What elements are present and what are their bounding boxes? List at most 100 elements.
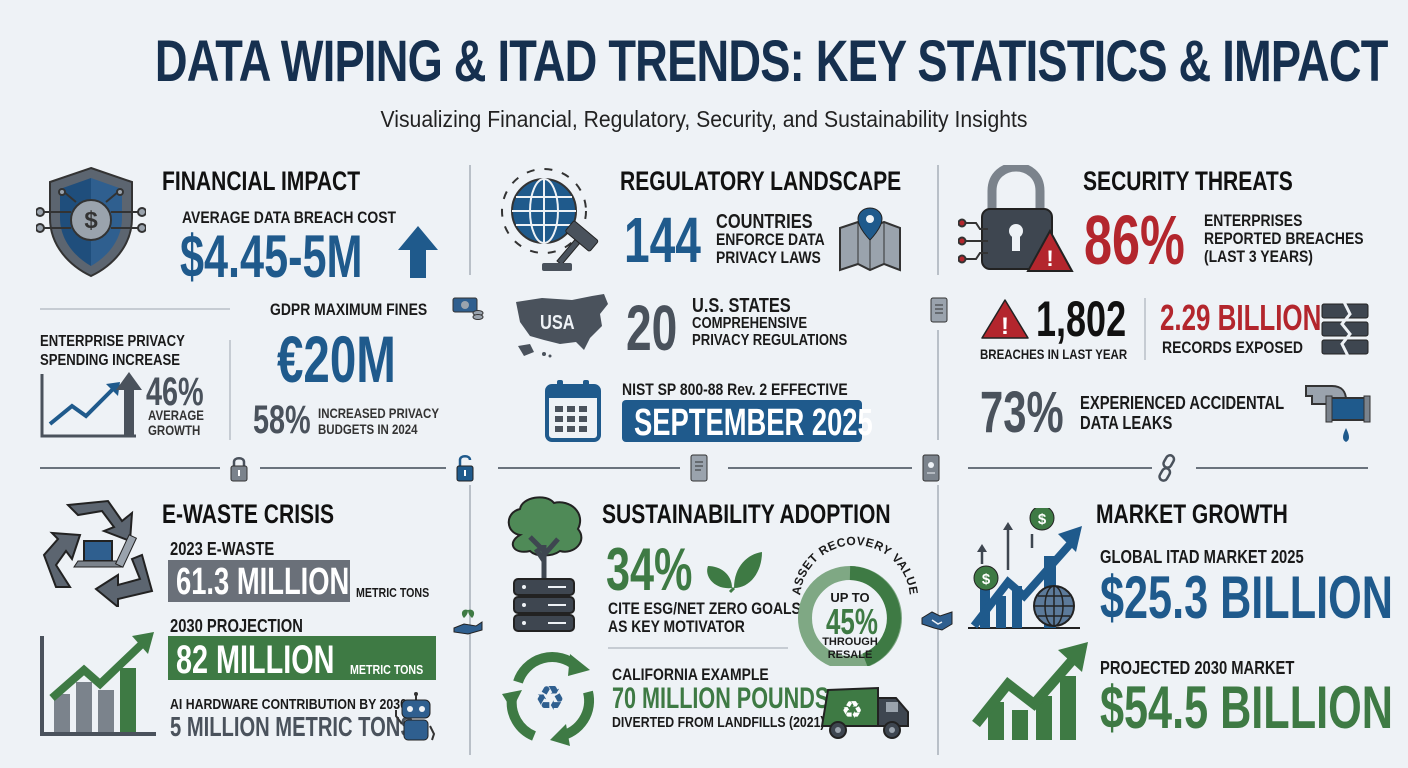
divider-line: [498, 467, 680, 469]
svg-text:$: $: [982, 571, 991, 588]
ca-sub: DIVERTED FROM LANDFILLS (2021): [612, 714, 825, 731]
divider-line: [728, 467, 912, 469]
recycling-truck-icon: ♻: [820, 684, 912, 740]
market-2025-label: GLOBAL ITAD MARKET 2025: [1100, 547, 1304, 567]
recycle-arrows-icon: ♻: [498, 648, 602, 748]
security-heading: SECURITY THREATS: [1083, 166, 1293, 196]
nist-date: SEPTEMBER 2025: [634, 402, 873, 444]
padlock-warning-icon: !: [958, 165, 1074, 275]
recovery-prefix: UP TO: [830, 590, 870, 605]
gdpr-value: €20M: [277, 322, 396, 396]
recovery-suffix: THROUGH RESALE: [822, 636, 878, 661]
enterprises-label: ENTERPRISES REPORTED BREACHES (LAST 3 YE…: [1204, 211, 1364, 266]
scroll-icon: [928, 296, 950, 324]
page-title: DATA WIPING & ITAD TRENDS: KEY STATISTIC…: [154, 29, 1388, 94]
svg-text:♻: ♻: [841, 696, 863, 724]
nist-date-badge: [622, 400, 862, 442]
gdpr-label: GDPR MAXIMUM FINES: [270, 300, 428, 319]
cash-coins-icon: [452, 295, 484, 321]
divider: [1144, 298, 1146, 360]
padlock-closed-icon: [226, 452, 252, 484]
usa-map-icon: [512, 292, 612, 358]
padlock-open-icon: [452, 452, 478, 484]
breaches-label: BREACHES IN LAST YEAR: [980, 346, 1128, 362]
page-subtitle: Visualizing Financial, Regulatory, Secur…: [380, 106, 1028, 132]
divider-line: [260, 467, 446, 469]
svg-text:!: !: [1001, 313, 1009, 340]
ewaste-heading: E-WASTE CRISIS: [162, 499, 335, 529]
esg-value: 34%: [606, 536, 693, 603]
rising-bar-chart-icon: [40, 628, 160, 738]
ewaste-2023-badge: [168, 560, 350, 602]
ewaste-2023-label: 2023 E-WASTE: [170, 539, 275, 559]
financial-heading: FINANCIAL IMPACT: [162, 166, 361, 196]
divider: [937, 165, 939, 275]
nist-label: NIST SP 800-88 Rev. 2 EFFECTIVE: [622, 380, 848, 399]
svg-text:!: !: [1046, 246, 1053, 271]
regulatory-heading: REGULATORY LANDSCAPE: [620, 166, 902, 196]
ewaste-2030-label: 2030 PROJECTION: [170, 616, 303, 636]
svg-text:ASSET RECOVERY VALUE: ASSET RECOVERY VALUE: [790, 534, 920, 596]
robot-icon: [394, 692, 438, 744]
enterprises-value: 86%: [1084, 201, 1185, 279]
budget-value: 58%: [253, 398, 311, 442]
divider: [40, 308, 230, 310]
trend-chart-icon: [40, 372, 140, 438]
svg-text:$: $: [84, 207, 98, 234]
divider-line: [1196, 467, 1368, 469]
states-value: 20: [626, 292, 678, 364]
esg-label: CITE ESG/NET ZERO GOALS AS KEY MOTIVATOR: [608, 599, 801, 636]
svg-text:$: $: [1038, 511, 1047, 528]
asset-recovery-arc-label: ASSET RECOVERY VALUE: [790, 534, 920, 604]
asset-recovery-center: UP TO: [820, 590, 880, 605]
budget-label: INCREASED PRIVACY BUDGETS IN 2024: [318, 405, 439, 437]
globe-gavel-icon: [496, 165, 606, 275]
leaks-label: EXPERIENCED ACCIDENTAL DATA LEAKS: [1080, 393, 1285, 433]
ewaste-2023-unit: METRIC TONS: [356, 585, 430, 600]
ca-label: CALIFORNIA EXAMPLE: [612, 665, 769, 684]
svg-text:♻: ♻: [535, 679, 565, 719]
sustainability-heading: SUSTAINABILITY ADOPTION: [602, 499, 891, 529]
calendar-icon: [545, 378, 601, 442]
ai-hardware-label: AI HARDWARE CONTRIBUTION BY 2030: [170, 696, 407, 713]
ewaste-2023-value: 61.3 MILLION: [176, 561, 350, 603]
arrow-up-icon: [396, 224, 440, 280]
countries-value: 144: [624, 204, 701, 276]
divider: [608, 647, 788, 649]
handshake-icon: [920, 608, 954, 634]
divider: [229, 340, 231, 440]
records-value: 2.29 BILLION: [1160, 297, 1322, 338]
spending-label: ENTERPRISE PRIVACY SPENDING INCREASE: [40, 333, 185, 369]
map-pin-icon: [836, 206, 904, 274]
market-heading: MARKET GROWTH: [1096, 499, 1288, 529]
usa-label: USA: [540, 312, 575, 334]
leaks-value: 73%: [980, 380, 1064, 445]
growth-label: AVERAGE GROWTH: [148, 407, 204, 438]
recovery-value: 45%: [826, 601, 878, 642]
warning-triangle-icon: !: [980, 298, 1030, 340]
recycle-electronics-icon: [38, 495, 158, 607]
market-2030-label: PROJECTED 2030 MARKET: [1100, 658, 1295, 678]
arrow-up-icon: [116, 372, 142, 436]
tree-server-icon: [500, 495, 590, 635]
market-growth-chart-icon: $ $: [968, 508, 1088, 630]
breach-cost-value: $4.45-5M: [180, 223, 363, 290]
hand-plant-icon: [452, 606, 484, 636]
market-2030-value: $54.5 BILLION: [1100, 674, 1393, 741]
green-growth-chart-icon: [972, 640, 1092, 740]
divider-line: [968, 467, 1152, 469]
breaches-value: 1,802: [1036, 291, 1127, 347]
leaf-icon: [704, 548, 764, 594]
ewaste-2030-unit: METRIC TONS: [350, 662, 424, 677]
ca-value: 70 MILLION POUNDS: [612, 682, 830, 715]
shield-dollar-icon: $: [36, 162, 146, 280]
breach-cost-label: AVERAGE DATA BREACH COST: [182, 208, 397, 227]
records-label: RECORDS EXPOSED: [1162, 338, 1303, 357]
leaking-pipe-icon: [1302, 382, 1372, 450]
broken-chain-icon: [1154, 452, 1180, 484]
divider-line: [40, 467, 220, 469]
asset-recovery-donut: [790, 558, 910, 666]
countries-label: COUNTRIES ENFORCE DATA PRIVACY LAWS: [716, 211, 825, 267]
market-2025-value: $25.3 BILLION: [1100, 564, 1393, 631]
states-label: U.S. STATES COMPREHENSIVE PRIVACY REGULA…: [692, 295, 848, 349]
